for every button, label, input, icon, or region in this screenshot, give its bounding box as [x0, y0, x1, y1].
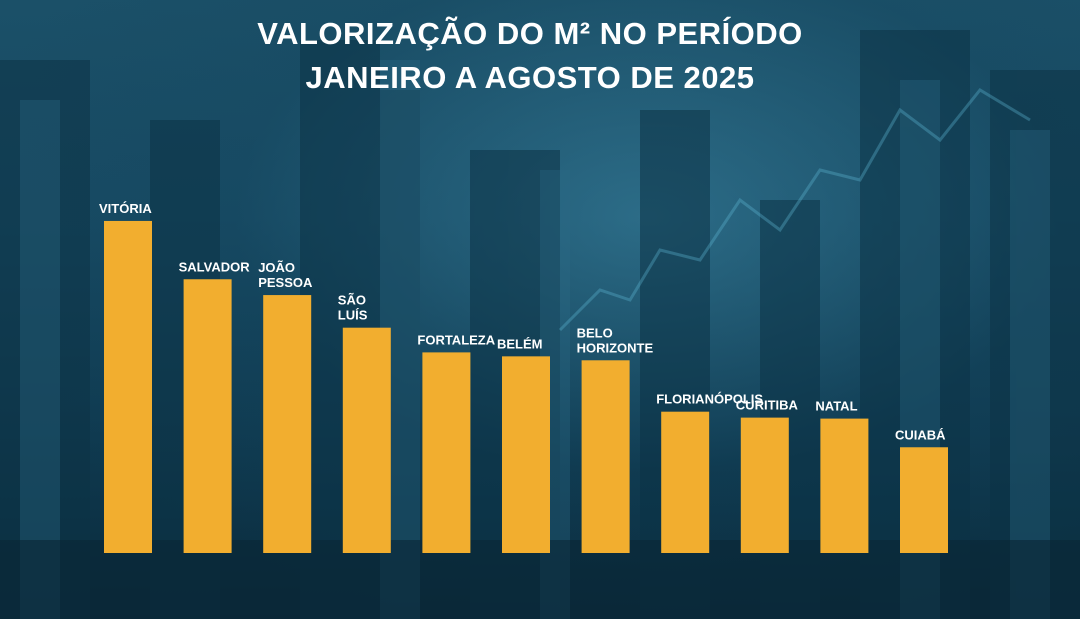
bar-label-2: SALVADOR	[179, 259, 251, 274]
bar-8	[661, 411, 710, 553]
bar-11	[900, 447, 948, 553]
bar-2	[183, 279, 232, 553]
chart-title-line-1: VALORIZAÇÃO DO M² NO PERÍODO	[257, 16, 803, 51]
bar-6	[502, 356, 550, 553]
bar-3	[263, 295, 312, 553]
bar-label-11: CUIABÁ	[895, 427, 946, 442]
bar-label-7: BELO HORIZONTE	[577, 325, 654, 355]
bar-10	[820, 418, 869, 553]
bar-label-3: JOÃO PESSOA	[258, 260, 313, 290]
bar-label-4: SÃO LUÍS	[338, 293, 368, 323]
bar-label-1: VITÓRIA	[99, 201, 152, 216]
bar-9	[740, 417, 789, 553]
bar-label-10: NATAL	[815, 399, 857, 414]
bar-label-6: BELÉM	[497, 336, 543, 351]
chart-title-line-2: JANEIRO A AGOSTO DE 2025	[305, 60, 755, 95]
bar-5	[422, 352, 471, 553]
bar-4	[342, 327, 391, 553]
bar-7	[581, 360, 630, 553]
bar-label-8: FLORIANÓPOLIS	[656, 392, 763, 407]
bar-label-9: CURITIBA	[736, 398, 799, 413]
bar-1	[104, 220, 152, 553]
chart-title: VALORIZAÇÃO DO M² NO PERÍODO JANEIRO A A…	[0, 12, 1060, 100]
bar-label-5: FORTALEZA	[417, 332, 495, 347]
